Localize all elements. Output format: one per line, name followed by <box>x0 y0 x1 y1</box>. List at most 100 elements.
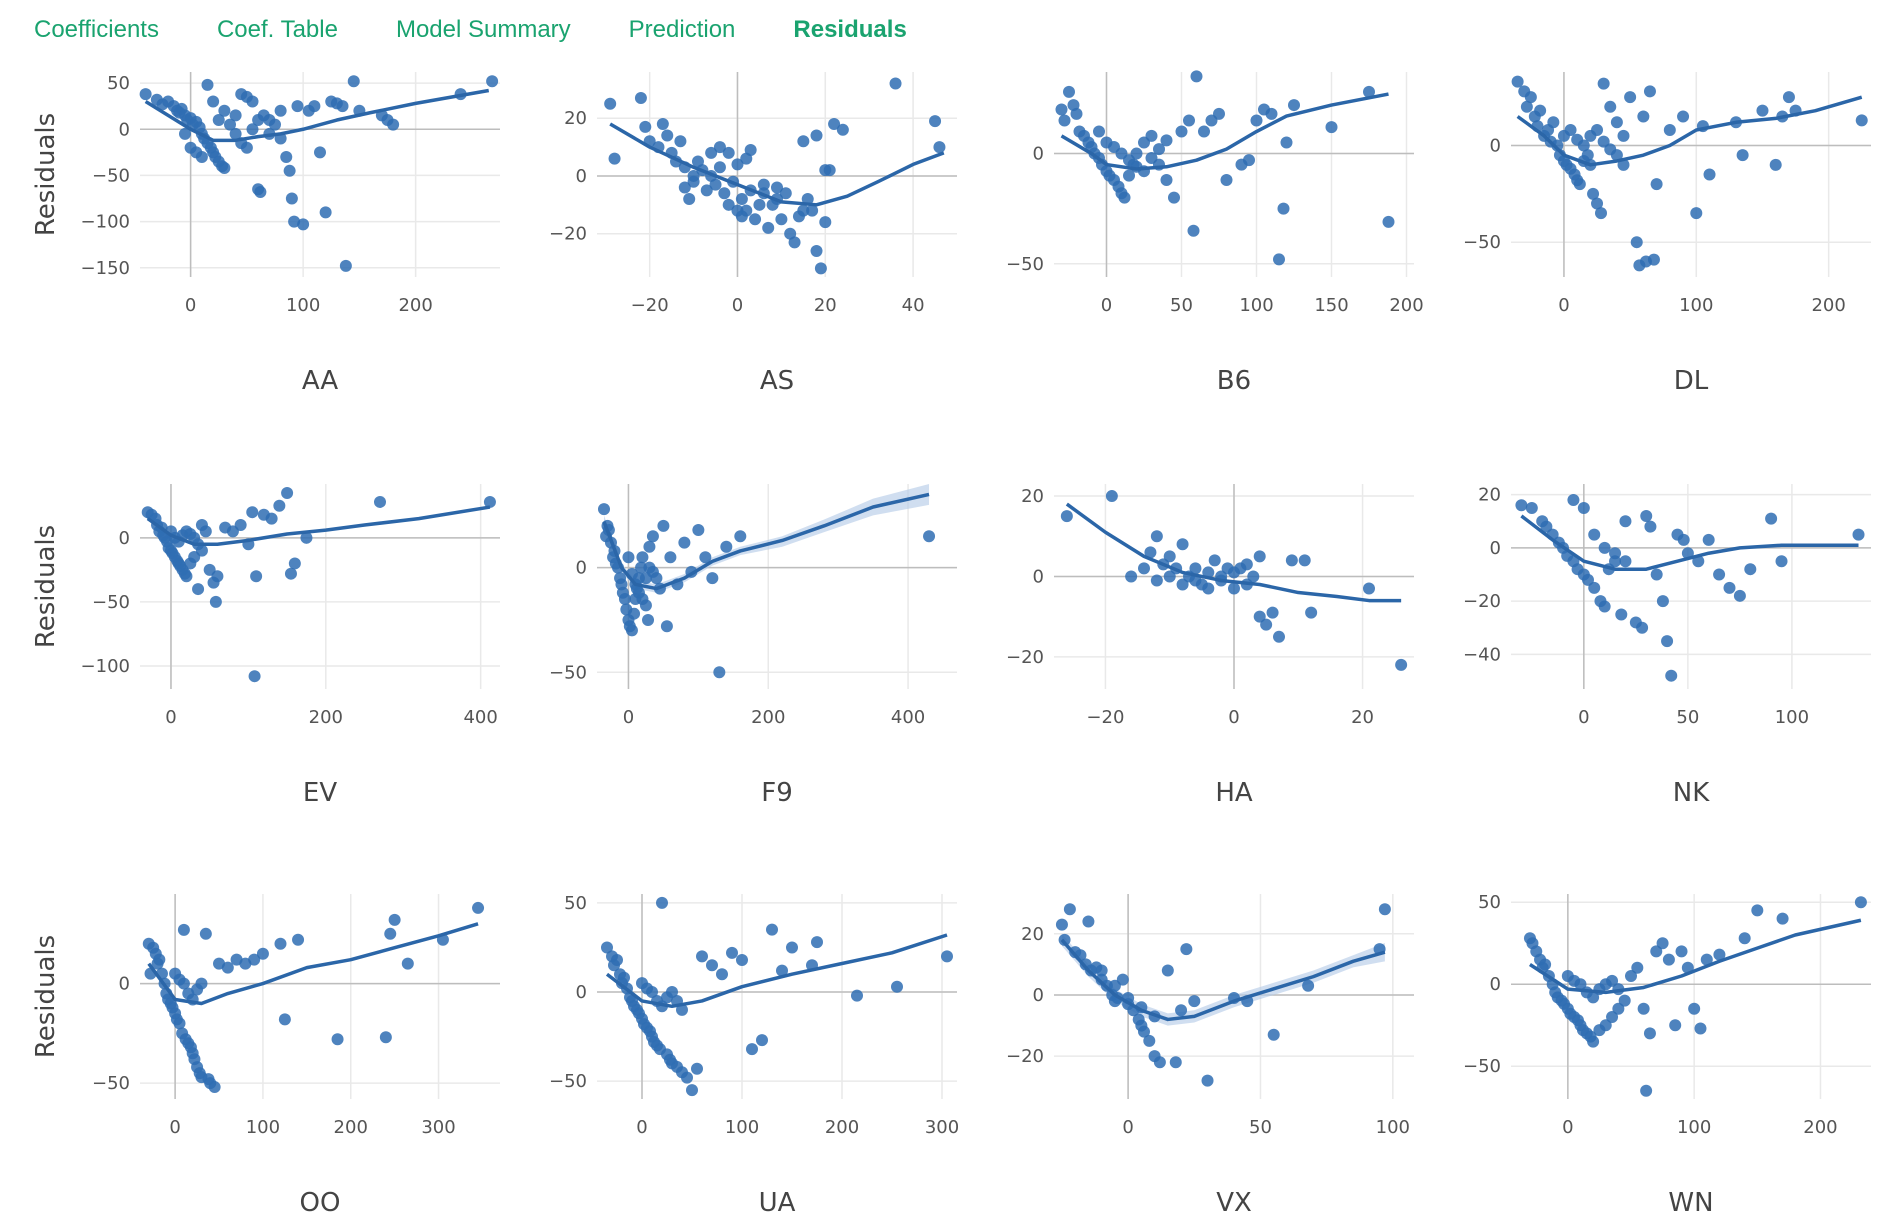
data-point <box>209 595 222 608</box>
data-point <box>1260 618 1273 631</box>
data-point <box>1615 608 1628 621</box>
y-axis-title: Residuals <box>31 113 61 236</box>
data-point <box>1662 953 1675 966</box>
data-point <box>1150 530 1163 543</box>
data-point <box>891 980 903 993</box>
data-point <box>1703 168 1716 181</box>
y-tick-label: −50 <box>92 592 130 613</box>
data-point <box>1567 493 1580 506</box>
data-point <box>1395 658 1408 671</box>
x-tick-label: 20 <box>814 295 837 316</box>
data-point <box>274 937 287 950</box>
data-point <box>678 181 691 194</box>
y-tick-label: 0 <box>119 974 130 995</box>
data-point <box>643 540 656 553</box>
data-point <box>709 178 722 191</box>
data-point <box>1591 124 1604 137</box>
data-point <box>806 204 819 217</box>
data-point <box>1610 116 1623 129</box>
x-tick-label: 0 <box>1578 707 1589 728</box>
data-point <box>766 923 778 936</box>
data-point <box>810 245 823 258</box>
y-tick-label: 50 <box>107 73 130 94</box>
data-point <box>1161 964 1174 977</box>
x-tick-label: 50 <box>1676 707 1699 728</box>
smooth-line <box>602 492 930 591</box>
chart-ua: 0 100 200 300 50 0 −50 UA <box>549 893 959 1218</box>
data-point <box>1694 1022 1707 1035</box>
data-point <box>1738 932 1751 945</box>
data-point <box>1153 143 1165 156</box>
y-tick-label: 0 <box>1490 974 1501 995</box>
data-point <box>597 503 610 516</box>
x-tick-label: 100 <box>246 1117 280 1138</box>
data-point <box>1382 215 1395 228</box>
data-point <box>746 1043 758 1056</box>
data-point <box>1588 581 1601 594</box>
data-point <box>265 512 278 525</box>
data-point <box>1189 562 1202 575</box>
data-point <box>283 164 296 177</box>
data-point <box>618 971 630 984</box>
data-point <box>1713 948 1726 961</box>
data-point <box>1612 1002 1625 1015</box>
data-point <box>1573 178 1586 191</box>
data-point <box>256 947 269 960</box>
data-point <box>1108 979 1121 992</box>
y-tick-label: −150 <box>81 258 130 279</box>
data-point <box>1063 903 1076 916</box>
data-point <box>657 519 670 532</box>
y-tick-label: 0 <box>576 558 587 579</box>
data-point <box>1619 555 1632 568</box>
data-point <box>1253 550 1266 563</box>
y-axis-title: Residuals <box>31 525 61 648</box>
data-point <box>240 141 253 154</box>
data-point <box>1713 568 1726 581</box>
tab-coef-table[interactable]: Coef. Table <box>216 16 338 43</box>
data-point <box>229 127 242 140</box>
y-tick-label: −50 <box>549 662 587 683</box>
data-point <box>1058 114 1071 127</box>
data-point <box>195 544 208 557</box>
data-point <box>722 146 735 159</box>
data-point <box>1647 253 1660 266</box>
data-point <box>718 187 731 200</box>
data-point <box>646 986 658 999</box>
data-point <box>1640 1084 1653 1097</box>
chart-dl: 0 100 200 0 −50 DL <box>1463 72 1871 396</box>
tab-prediction[interactable]: Prediction <box>628 16 736 43</box>
data-point <box>1525 501 1538 514</box>
tab-coefficients[interactable]: Coefficients <box>34 16 159 43</box>
data-point <box>199 927 212 940</box>
data-point <box>1201 1074 1214 1087</box>
x-tick-label: 0 <box>165 707 176 728</box>
data-point <box>1669 1019 1682 1032</box>
chart-aa: 0 100 200 50 0 −50 −100 −150 AA Residuals <box>31 72 500 396</box>
data-point <box>1118 191 1131 204</box>
data-point <box>744 143 757 156</box>
data-point <box>1609 547 1622 560</box>
data-point <box>1176 538 1189 551</box>
data-point <box>1520 100 1533 113</box>
x-tick-label: 50 <box>1170 295 1193 316</box>
data-point <box>207 95 220 108</box>
tab-residuals[interactable]: Residuals <box>793 16 907 43</box>
smooth-line <box>609 122 945 207</box>
data-point <box>851 989 863 1002</box>
data-point <box>706 572 719 585</box>
x-tick-label: 0 <box>1228 707 1239 728</box>
data-point <box>1143 1034 1156 1047</box>
data-point <box>1325 121 1338 134</box>
data-point <box>828 117 841 130</box>
tab-model-summary[interactable]: Model Summary <box>395 16 571 43</box>
data-point <box>486 75 499 88</box>
tab-bar: Coefficients Coef. Table Model Summary P… <box>34 12 965 48</box>
x-tick-label: 40 <box>902 295 925 316</box>
data-point <box>379 1031 392 1044</box>
data-point <box>1595 207 1607 220</box>
data-point <box>716 968 728 981</box>
data-point <box>608 152 621 165</box>
data-point <box>308 100 321 113</box>
data-point <box>674 135 687 148</box>
